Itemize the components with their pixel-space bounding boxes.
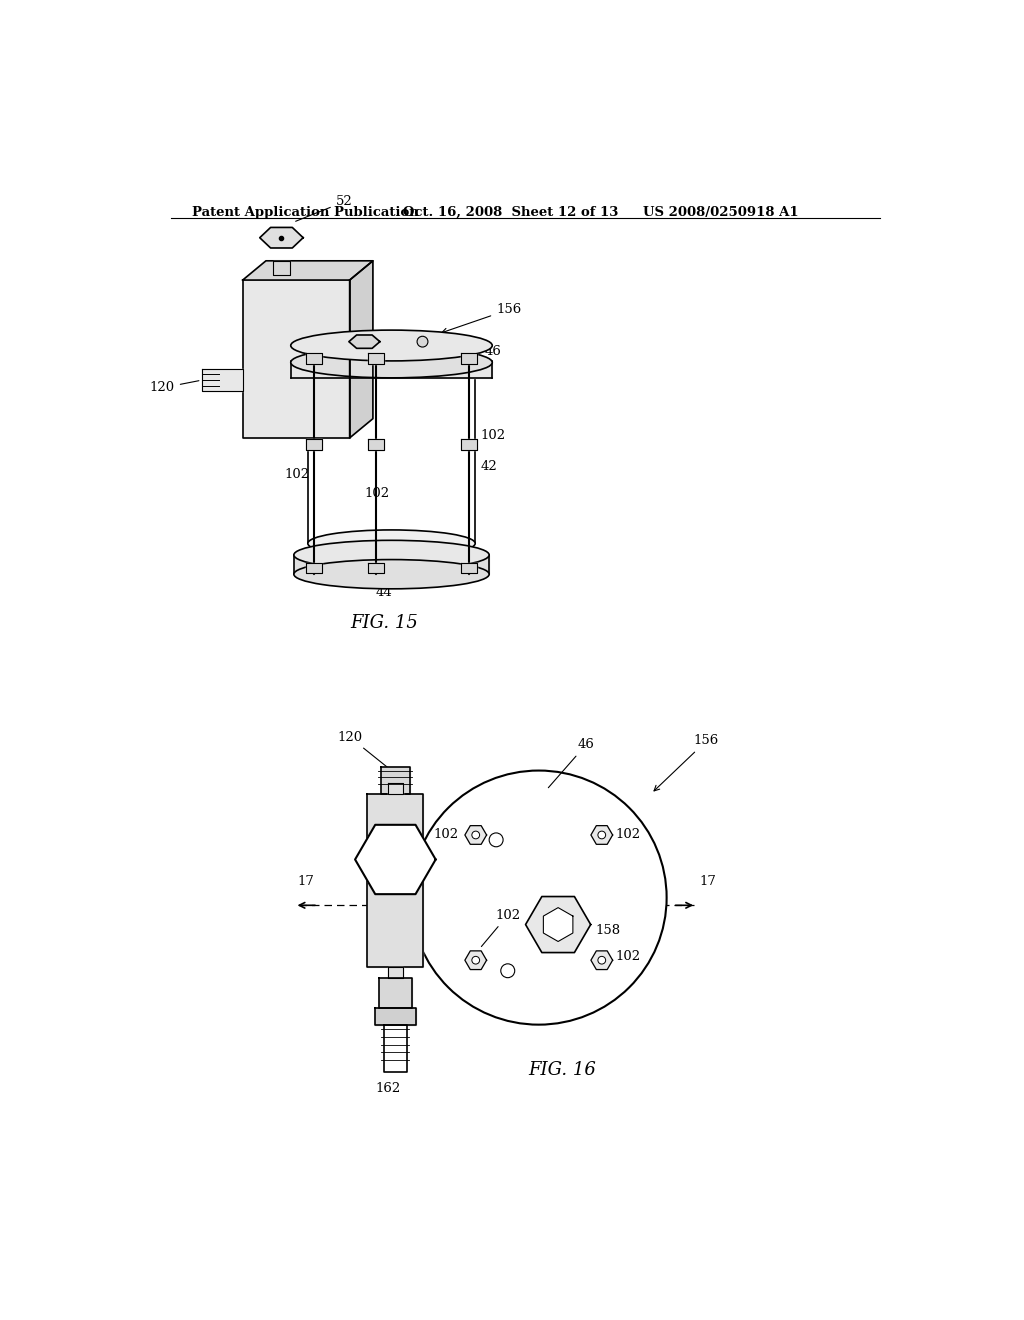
Polygon shape [260, 227, 303, 248]
Circle shape [501, 964, 515, 978]
Text: 102: 102 [615, 950, 641, 962]
Polygon shape [465, 825, 486, 845]
Circle shape [417, 337, 428, 347]
Text: Patent Application Publication: Patent Application Publication [191, 206, 418, 219]
Text: 42: 42 [480, 461, 498, 474]
Polygon shape [461, 440, 477, 450]
Polygon shape [243, 261, 373, 280]
Text: 44: 44 [376, 586, 392, 599]
Circle shape [489, 833, 503, 847]
Text: 156: 156 [654, 734, 719, 791]
Polygon shape [291, 360, 493, 378]
Text: 102: 102 [433, 829, 458, 841]
Ellipse shape [294, 560, 489, 589]
Polygon shape [306, 440, 322, 450]
Polygon shape [388, 783, 403, 793]
Text: US 2008/0250918 A1: US 2008/0250918 A1 [643, 206, 799, 219]
Text: 156: 156 [441, 304, 521, 334]
Polygon shape [368, 793, 423, 966]
Ellipse shape [291, 330, 493, 360]
Polygon shape [461, 354, 477, 364]
Text: 17: 17 [699, 875, 716, 888]
Polygon shape [306, 354, 322, 364]
Text: 46: 46 [484, 345, 502, 358]
Polygon shape [308, 363, 475, 544]
Ellipse shape [308, 529, 475, 557]
Text: Oct. 16, 2008  Sheet 12 of 13: Oct. 16, 2008 Sheet 12 of 13 [403, 206, 618, 219]
Circle shape [598, 957, 605, 964]
Polygon shape [525, 896, 591, 953]
Text: 158: 158 [322, 339, 347, 352]
Text: FIG. 16: FIG. 16 [528, 1061, 596, 1078]
Polygon shape [388, 966, 403, 978]
Text: 158: 158 [595, 924, 621, 937]
Polygon shape [294, 554, 489, 574]
Polygon shape [355, 825, 435, 894]
Text: 162: 162 [375, 1081, 400, 1094]
Circle shape [472, 957, 479, 964]
Text: 52: 52 [296, 195, 352, 222]
Text: FIG. 15: FIG. 15 [350, 614, 418, 632]
Polygon shape [591, 950, 612, 970]
Polygon shape [202, 370, 243, 391]
Polygon shape [379, 978, 412, 1008]
Polygon shape [369, 440, 384, 450]
Circle shape [472, 832, 479, 838]
Text: 120: 120 [337, 730, 389, 768]
Polygon shape [461, 562, 477, 573]
Text: 102: 102 [481, 908, 520, 946]
Text: 102: 102 [285, 469, 309, 480]
Polygon shape [381, 767, 410, 793]
Circle shape [411, 771, 667, 1024]
Text: 120: 120 [150, 380, 199, 395]
Polygon shape [349, 261, 373, 438]
Text: 17: 17 [298, 875, 314, 888]
Text: 102: 102 [615, 829, 641, 841]
Polygon shape [465, 950, 486, 970]
Polygon shape [349, 335, 380, 348]
Polygon shape [591, 825, 612, 845]
Text: 102: 102 [480, 429, 506, 442]
Polygon shape [369, 562, 384, 573]
Circle shape [598, 832, 605, 838]
Polygon shape [384, 1026, 407, 1072]
Text: 46: 46 [548, 738, 594, 788]
Ellipse shape [291, 347, 493, 378]
Polygon shape [544, 908, 572, 941]
Ellipse shape [308, 348, 475, 376]
Polygon shape [369, 354, 384, 364]
Polygon shape [375, 1008, 416, 1026]
Polygon shape [243, 280, 349, 438]
Text: 102: 102 [365, 487, 389, 500]
Polygon shape [306, 562, 322, 573]
Polygon shape [273, 261, 290, 275]
Ellipse shape [294, 540, 489, 570]
